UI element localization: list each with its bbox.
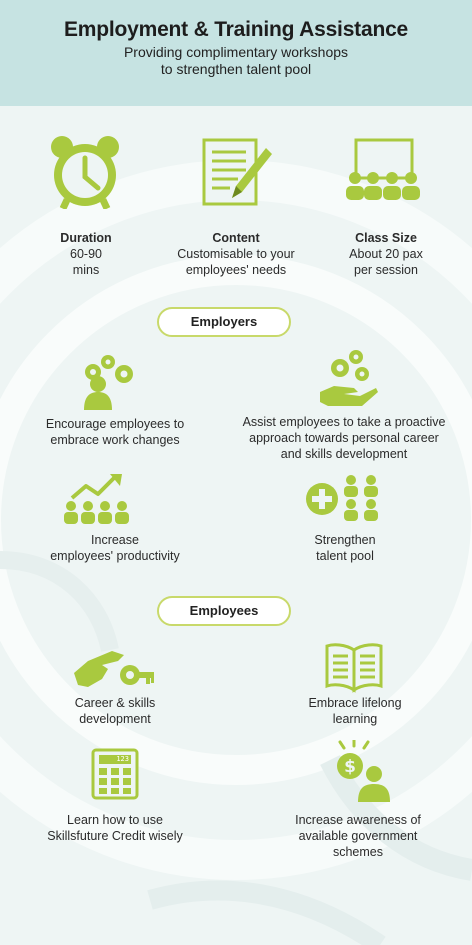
document-pencil-icon bbox=[202, 138, 272, 206]
overview-class-size: Class Size About 20 pax per session bbox=[330, 230, 442, 278]
calculator-display-text: 123 bbox=[116, 755, 129, 763]
person-dollar-icon: $ bbox=[337, 740, 390, 802]
header-banner: Employment & Training Assistance Providi… bbox=[0, 0, 472, 106]
open-book-icon bbox=[325, 643, 383, 693]
overview-content-text: Customisable to your employees' needs bbox=[177, 247, 295, 277]
hand-gears-icon bbox=[320, 350, 378, 406]
employers-item-4: Strengthen talent pool bbox=[314, 533, 376, 563]
overview-duration-text: 60-90 mins bbox=[70, 247, 102, 277]
page-title: Employment & Training Assistance bbox=[63, 18, 409, 41]
alarm-clock-icon bbox=[51, 136, 119, 209]
overview-content-title: Content bbox=[212, 231, 260, 245]
page-subtitle: Providing complimentary workshops to str… bbox=[123, 44, 349, 77]
employees-pill: Employees bbox=[157, 596, 291, 626]
calculator-icon: 123 bbox=[91, 748, 139, 800]
productivity-growth-icon bbox=[64, 474, 129, 524]
employers-item-2: Assist employees to take a proactive app… bbox=[242, 415, 446, 461]
employers-item-3: Increase employees' productivity bbox=[50, 533, 180, 563]
svg-text:$: $ bbox=[344, 757, 356, 777]
overview-class-size-text: About 20 pax per session bbox=[349, 247, 423, 277]
person-gears-icon bbox=[84, 355, 133, 410]
employees-item-1: Career & skills development bbox=[74, 696, 156, 726]
employees-item-2: Embrace lifelong learning bbox=[308, 696, 402, 726]
employees-item-3: Learn how to use Skillsfuture Credit wis… bbox=[47, 813, 183, 843]
classroom-icon bbox=[346, 138, 420, 200]
overview-duration: Duration 60-90 mins bbox=[30, 230, 142, 278]
talent-pool-plus-icon bbox=[306, 475, 378, 521]
employees-item-4: Increase awareness of available governme… bbox=[295, 813, 421, 859]
employers-item-1: Encourage employees to embrace work chan… bbox=[45, 417, 185, 447]
overview-content: Content Customisable to your employees' … bbox=[160, 230, 312, 278]
overview-class-size-title: Class Size bbox=[355, 231, 417, 245]
hand-key-icon bbox=[74, 651, 154, 687]
overview-duration-title: Duration bbox=[60, 231, 112, 245]
employers-pill: Employers bbox=[157, 307, 291, 337]
